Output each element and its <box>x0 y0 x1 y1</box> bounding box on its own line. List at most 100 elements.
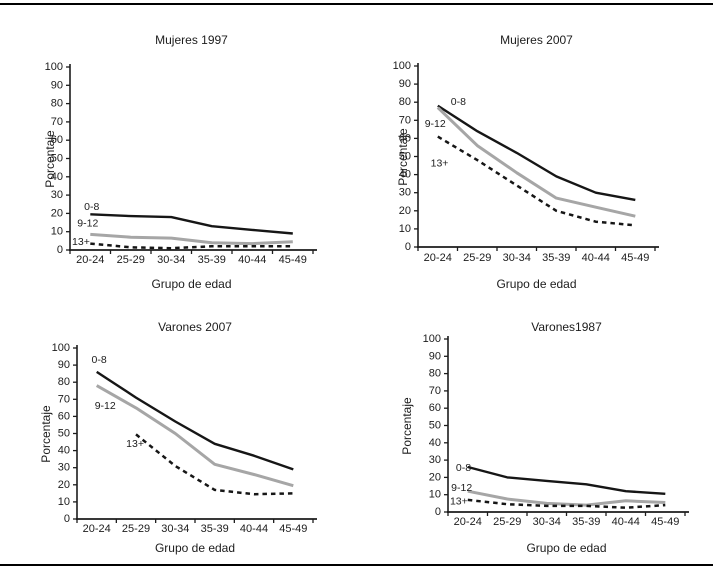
y-tick-label: 70 <box>51 116 63 128</box>
x-axis-title-mujeres-1997: Grupo de edad <box>151 277 232 291</box>
x-tick-label: 45-49 <box>621 252 649 264</box>
x-tick-label: 25-29 <box>493 516 521 528</box>
y-tick-label: 50 <box>399 151 411 163</box>
x-tick-label: 40-44 <box>240 523 268 535</box>
x-tick-label: 45-49 <box>279 523 307 535</box>
y-axis-title-mujeres-1997: Porcentaje <box>43 129 57 188</box>
x-tick-label: 40-44 <box>582 252 610 264</box>
y-tick-label: 90 <box>58 359 70 371</box>
series-line-13+ <box>135 433 294 496</box>
y-tick-label: 80 <box>51 98 63 110</box>
y-tick-label: 30 <box>399 187 411 199</box>
chart-title-varones-2007: Varones 2007 <box>158 320 232 334</box>
y-tick-label: 0 <box>405 241 411 253</box>
y-tick-label: 70 <box>429 385 441 397</box>
series-line-9-12 <box>90 232 293 246</box>
chart-title-varones-1987: Varones1987 <box>531 320 602 334</box>
y-axis-title-varones-2007: Porcentaje <box>39 404 53 463</box>
y-tick-label: 90 <box>429 350 441 362</box>
y-tick-label: 10 <box>51 226 63 238</box>
y-tick-label: 30 <box>58 462 70 474</box>
y-tick-label: 80 <box>399 96 411 108</box>
x-tick-label: 45-49 <box>279 254 307 266</box>
y-tick-label: 20 <box>58 479 70 491</box>
series-label-13+: 13+ <box>450 496 468 508</box>
y-tick-label: 0 <box>57 244 63 256</box>
y-tick-label: 30 <box>51 189 63 201</box>
y-tick-label: 0 <box>64 513 70 525</box>
y-tick-label: 100 <box>423 333 441 345</box>
y-tick-label: 10 <box>58 496 70 508</box>
series-label-0-8: 0-8 <box>456 462 471 474</box>
x-tick-label: 20-24 <box>454 516 482 528</box>
series-line-9-12 <box>95 384 294 488</box>
y-tick-label: 50 <box>51 153 63 165</box>
series-line-0-8 <box>467 465 666 495</box>
y-tick-label: 60 <box>51 134 63 146</box>
y-tick-label: 40 <box>399 169 411 181</box>
chart-title-mujeres-1997: Mujeres 1997 <box>155 33 228 47</box>
x-tick-label: 30-34 <box>533 516 561 528</box>
y-tick-label: 10 <box>429 489 441 501</box>
y-tick-label: 40 <box>58 445 70 457</box>
y-tick-label: 80 <box>429 368 441 380</box>
y-tick-label: 70 <box>58 393 70 405</box>
y-tick-label: 100 <box>393 60 411 72</box>
series-line-9-12 <box>436 106 636 218</box>
top-rule <box>0 3 713 5</box>
x-tick-label: 40-44 <box>612 516 640 528</box>
y-tick-label: 20 <box>399 205 411 217</box>
x-tick-label: 40-44 <box>238 254 266 266</box>
y-tick-label: 60 <box>399 132 411 144</box>
series-label-0-8: 0-8 <box>451 96 466 108</box>
x-axis-title-varones-1987: Grupo de edad <box>526 541 607 555</box>
y-tick-label: 100 <box>45 61 63 73</box>
x-tick-label: 35-39 <box>201 523 229 535</box>
series-line-13+ <box>437 135 636 227</box>
x-tick-label: 45-49 <box>651 516 679 528</box>
series-label-13+: 13+ <box>72 236 90 248</box>
series-line-9-12 <box>467 489 666 507</box>
x-tick-label: 25-29 <box>122 523 150 535</box>
y-tick-label: 0 <box>435 506 441 518</box>
series-label-9-12: 9-12 <box>425 118 446 130</box>
series-line-0-8 <box>437 104 636 202</box>
y-tick-label: 80 <box>58 376 70 388</box>
x-tick-label: 20-24 <box>83 523 111 535</box>
y-tick-label: 60 <box>58 410 70 422</box>
x-tick-label: 20-24 <box>76 254 104 266</box>
series-label-0-8: 0-8 <box>92 354 107 366</box>
y-tick-label: 100 <box>52 342 70 354</box>
x-tick-label: 25-29 <box>117 254 145 266</box>
y-tick-label: 20 <box>429 471 441 483</box>
y-tick-label: 40 <box>429 437 441 449</box>
y-tick-label: 90 <box>51 79 63 91</box>
y-axis-title-varones-1987: Porcentaje <box>400 396 414 455</box>
x-tick-label: 30-34 <box>503 252 531 264</box>
chart-mujeres-1997: 0 10 20 30 40 50 60 70 80 90 100 20-24 25-29 30-34 35-… <box>45 61 317 266</box>
x-tick-label: 35-39 <box>542 252 570 264</box>
y-tick-label: 60 <box>429 402 441 414</box>
y-tick-label: 90 <box>399 78 411 90</box>
series-label-9-12: 9-12 <box>77 217 98 229</box>
series-label-13+: 13+ <box>431 158 449 170</box>
y-tick-label: 50 <box>429 420 441 432</box>
y-tick-label: 20 <box>51 207 63 219</box>
y-tick-label: 40 <box>51 171 63 183</box>
chart-varones-2007: 0 10 20 30 40 50 60 70 80 90 100 20-24 25-29 30-34 35-… <box>52 342 317 535</box>
series-line-0-8 <box>96 370 294 471</box>
series-label-9-12: 9-12 <box>451 482 472 494</box>
series-line-0-8 <box>90 213 293 235</box>
series-label-13+: 13+ <box>126 438 144 450</box>
x-axis-title-varones-2007: Grupo de edad <box>154 541 236 555</box>
y-tick-label: 50 <box>58 428 70 440</box>
y-axis-title-mujeres-2007: Porcentaje <box>396 127 410 186</box>
y-tick-label: 10 <box>399 223 411 235</box>
series-line-13+ <box>467 498 666 509</box>
x-tick-label: 25-29 <box>463 252 491 264</box>
chart-mujeres-2007: 0 10 20 30 40 50 60 70 80 90 100 20-24 25-29 30-34 35-… <box>393 60 659 264</box>
chart-title-mujeres-2007: Mujeres 2007 <box>500 33 573 47</box>
x-tick-label: 30-34 <box>161 523 189 535</box>
